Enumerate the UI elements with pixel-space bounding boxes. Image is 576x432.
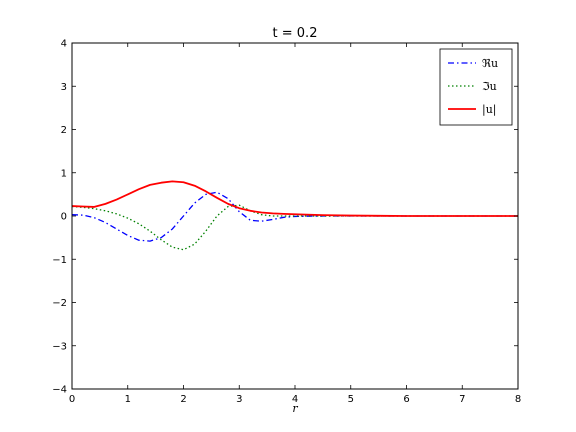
- legend-label-3: |u|: [482, 103, 497, 117]
- legend-label-1: ℜu: [482, 57, 498, 70]
- chart-title: t = 0.2: [273, 26, 318, 41]
- x-tick-label: 2: [180, 394, 186, 405]
- y-tick-label: 3: [61, 82, 67, 93]
- y-tick-label: −1: [52, 255, 67, 266]
- legend-box: [440, 49, 512, 125]
- y-tick-label: −4: [52, 385, 67, 396]
- y-tick-label: −3: [52, 341, 67, 352]
- x-tick-label: 1: [125, 394, 131, 405]
- x-tick-label: 7: [459, 394, 465, 405]
- y-tick-label: 2: [61, 125, 67, 136]
- x-tick-label: 8: [515, 394, 521, 405]
- x-tick-label: 5: [348, 394, 354, 405]
- y-tick-label: 4: [61, 39, 67, 50]
- x-axis-label: r: [292, 402, 298, 415]
- y-tick-label: −2: [52, 298, 67, 309]
- x-tick-label: 3: [236, 394, 242, 405]
- legend: ℜu ℑu |u|: [440, 49, 512, 125]
- x-tick-label: 6: [403, 394, 409, 405]
- y-tick-label: 1: [61, 168, 67, 179]
- x-tick-label: 0: [69, 394, 75, 405]
- legend-label-2: ℑu: [482, 80, 497, 93]
- y-tick-label: 0: [61, 212, 67, 223]
